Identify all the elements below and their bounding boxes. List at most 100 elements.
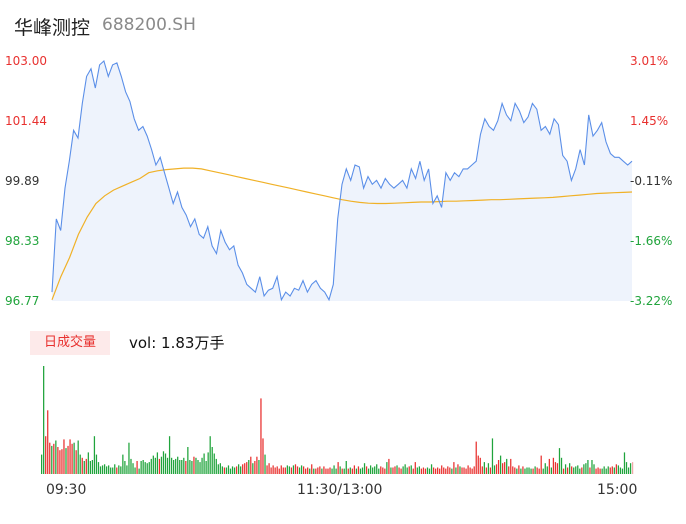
volume-bar [130,458,132,474]
volume-bar [91,460,94,474]
volume-bar [463,467,465,474]
volume-bar [477,455,479,474]
volume-bar [369,465,372,474]
volume-bar [256,456,258,474]
volume-bar [136,461,138,474]
volume-bar [424,468,427,474]
volume-bar [134,467,136,474]
volume-bar [398,467,400,474]
volume-bar [581,467,583,474]
volume-bar [215,458,217,474]
volume-bar [248,460,250,474]
volume-bar [481,466,483,474]
volume-bar [455,467,457,474]
volume-bar [61,449,63,474]
volume-bar [479,457,481,474]
price-area [52,61,632,301]
volume-bar [311,464,313,474]
volume-bar [250,456,252,474]
volume-bar [341,468,343,474]
volume-bar [327,468,329,474]
volume-bar [333,465,335,474]
volume-bar [140,461,142,474]
volume-bar [158,458,161,474]
volume-bar [323,466,325,474]
volume-bar [284,467,286,474]
volume-bar [160,456,163,474]
volume-bar [412,468,414,474]
volume-bar [434,468,437,474]
volume-bar [116,467,118,474]
volume-bar [254,461,256,474]
volume-bar [181,460,183,474]
volume-bar [278,468,280,474]
volume-bar [603,466,605,474]
volume-bar [597,467,599,474]
volume-bar [524,468,526,474]
y-tick-percent: -0.11% [630,174,673,188]
series-avg-line [51,167,633,301]
volume-bar [506,458,508,474]
volume-bar [266,465,268,474]
volume-bar [276,466,278,474]
volume-bar [209,436,211,474]
volume-bar [542,468,544,474]
volume-bar [591,460,593,474]
volume-bar [540,455,542,474]
volume-bar [493,465,496,474]
y-tick-price: 101.44 [5,114,47,128]
volume-bar [428,468,431,474]
volume-bar [473,466,475,474]
volume-bar [345,461,347,474]
volume-bar [95,454,98,474]
volume-bar [392,467,394,474]
volume-bar [439,468,441,474]
volume-bar [619,467,622,474]
volume-bar [150,458,152,474]
volume-bar [380,466,382,474]
volume-bar [168,436,171,474]
volume-bar [514,467,516,474]
volume-bar [195,457,197,474]
volume-bar [420,468,423,474]
y-tick-price: 96.77 [5,294,40,308]
volume-bar [325,468,327,474]
volume-bar [475,441,477,474]
volume-bar [270,467,272,474]
volume-bar [71,443,73,474]
volume-bar [372,467,374,474]
volume-bar [607,466,609,474]
volume-bar [43,366,45,474]
volume-bar [179,460,181,474]
volume-bar [538,468,540,474]
volume-bar [564,464,567,474]
volume-bar [156,452,159,474]
volume-bar [49,442,51,474]
volume-bar [589,467,591,474]
volume-tab[interactable]: 日成交量 [30,331,110,355]
volume-bar [357,466,360,474]
volume-bar [573,467,575,474]
y-tick-percent: -1.66% [630,234,673,248]
volume-bar [108,465,110,474]
volume-bar [65,448,67,474]
volume-bar [319,466,321,474]
volume-bar [207,452,209,474]
volume-bar [282,467,284,474]
volume-bar [617,465,620,474]
volume-bar [103,464,106,474]
volume-bar [471,468,473,474]
volume-bar [148,462,150,474]
y-tick-percent: 1.45% [630,114,669,128]
volume-bar [516,468,518,474]
volume-bar [315,468,317,474]
volume-bar [97,462,100,474]
volume-bar [566,467,569,474]
volume-bar [402,466,404,474]
volume-bar [532,468,534,474]
volume-bar [583,464,585,474]
volume-bar [382,467,384,474]
stock-name: 华峰测控 [14,17,91,39]
volume-bar [124,461,126,474]
